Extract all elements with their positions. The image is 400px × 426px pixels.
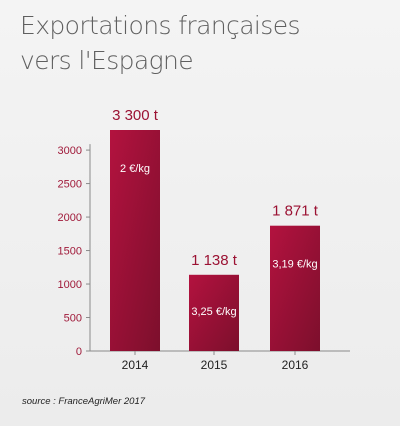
y-tick-label: 500 bbox=[64, 313, 82, 325]
value-label: 1 871 t bbox=[272, 203, 319, 220]
x-tick-label: 2015 bbox=[201, 358, 228, 372]
y-tick-label: 1000 bbox=[58, 279, 82, 291]
chart-title: Exportations françaises vers l'Espagne bbox=[20, 8, 390, 78]
y-tick-label: 3000 bbox=[58, 145, 82, 157]
price-label: 3,19 €/kg bbox=[272, 259, 317, 271]
y-tick-label: 2500 bbox=[58, 179, 82, 191]
bar-2016 bbox=[270, 225, 320, 351]
title-line-2: vers l'Espagne bbox=[20, 46, 194, 75]
price-label: 3,25 €/kg bbox=[191, 306, 236, 318]
labels: 2014 3 300 t 2 €/kg 2015 1 138 t 3,25 €/kg 201… bbox=[112, 107, 319, 372]
x-tick-label: 2016 bbox=[282, 358, 309, 372]
axes: 0 500 1000 1500 2000 2500 3000 bbox=[58, 144, 350, 358]
value-label: 3 300 t bbox=[112, 107, 159, 124]
bar-2015 bbox=[189, 274, 239, 351]
source-note: source : FranceAgriMer 2017 bbox=[22, 396, 146, 407]
x-tick-label: 2014 bbox=[122, 358, 149, 372]
y-tick-label: 1500 bbox=[58, 246, 82, 258]
bars bbox=[110, 130, 320, 351]
price-label: 2 €/kg bbox=[120, 163, 150, 175]
bar-2014 bbox=[110, 130, 160, 351]
title-line-1: Exportations françaises bbox=[20, 11, 301, 40]
y-tick-label: 0 bbox=[76, 346, 82, 358]
value-label: 1 138 t bbox=[191, 252, 238, 269]
y-tick-label: 2000 bbox=[58, 212, 82, 224]
